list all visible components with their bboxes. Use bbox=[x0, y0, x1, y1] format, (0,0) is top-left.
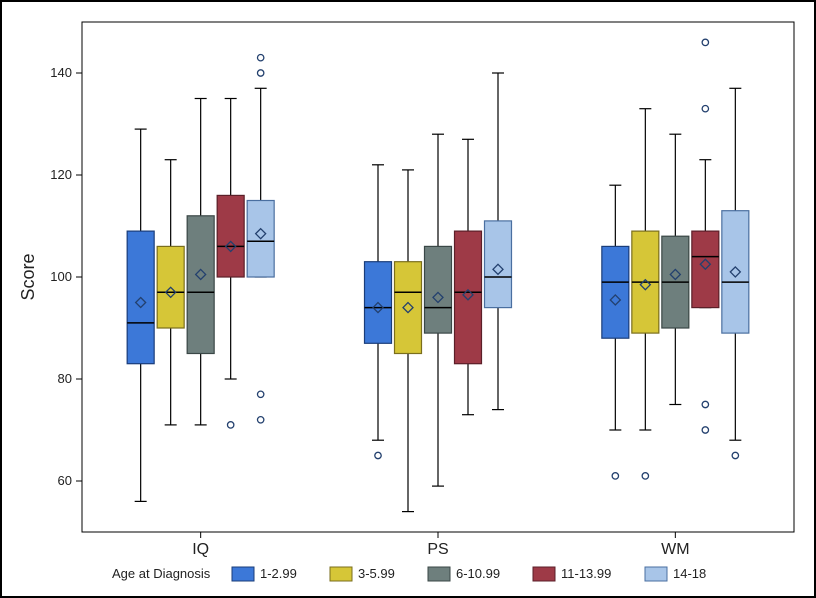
legend-label: 11-13.99 bbox=[561, 566, 611, 581]
outlier bbox=[227, 422, 233, 428]
outlier bbox=[257, 70, 263, 76]
chart-frame: { "chart": { "type": "boxplot-grouped", … bbox=[0, 0, 816, 598]
box bbox=[602, 246, 629, 338]
box bbox=[217, 195, 244, 277]
box bbox=[455, 231, 482, 364]
y-axis-label: Score bbox=[18, 253, 38, 300]
outlier bbox=[257, 391, 263, 397]
box bbox=[425, 246, 452, 333]
legend-label: 6-10.99 bbox=[456, 566, 500, 581]
outlier bbox=[702, 427, 708, 433]
legend-label: 14-18 bbox=[673, 566, 706, 581]
y-tick-label: 140 bbox=[50, 65, 72, 80]
x-group-label: IQ bbox=[192, 541, 209, 558]
boxplot-chart: 60 80 100 120 140 Score IQ PS WM Age at Diagnosis… bbox=[2, 2, 814, 596]
outlier bbox=[702, 39, 708, 45]
y-tick-label: 60 bbox=[58, 473, 72, 488]
legend-swatch bbox=[533, 567, 555, 581]
y-tick-label: 100 bbox=[50, 269, 72, 284]
outlier bbox=[702, 401, 708, 407]
outlier bbox=[612, 473, 618, 479]
legend-title: Age at Diagnosis bbox=[112, 566, 211, 581]
outlier bbox=[375, 452, 381, 458]
box bbox=[722, 211, 749, 333]
box bbox=[187, 216, 214, 354]
outlier bbox=[732, 452, 738, 458]
outlier bbox=[642, 473, 648, 479]
legend-swatch bbox=[645, 567, 667, 581]
x-group-label: PS bbox=[427, 541, 448, 558]
x-group-label: WM bbox=[661, 541, 689, 558]
legend-swatch bbox=[232, 567, 254, 581]
y-tick-label: 120 bbox=[50, 167, 72, 182]
outlier bbox=[702, 106, 708, 112]
box bbox=[395, 262, 422, 354]
outlier bbox=[257, 55, 263, 61]
legend-label: 3-5.99 bbox=[358, 566, 395, 581]
outlier bbox=[257, 417, 263, 423]
y-tick-label: 80 bbox=[58, 371, 72, 386]
legend-label: 1-2.99 bbox=[260, 566, 297, 581]
legend-swatch bbox=[428, 567, 450, 581]
legend-swatch bbox=[330, 567, 352, 581]
